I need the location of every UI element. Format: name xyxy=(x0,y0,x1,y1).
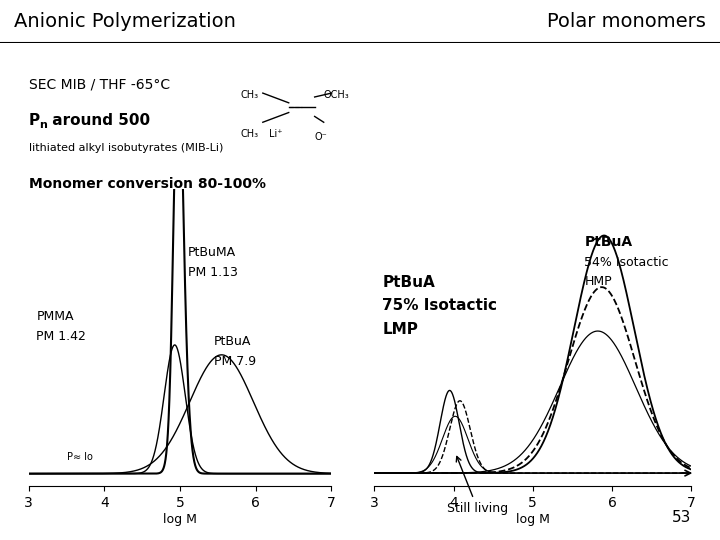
X-axis label: log M: log M xyxy=(163,512,197,525)
Text: Still living: Still living xyxy=(447,456,508,515)
Text: CH₃: CH₃ xyxy=(240,129,259,139)
Text: PMMA: PMMA xyxy=(37,310,74,323)
Text: LMP: LMP xyxy=(382,322,418,336)
Text: O⁻: O⁻ xyxy=(315,132,328,142)
Text: PM 1.42: PM 1.42 xyxy=(37,330,86,343)
Text: CH₃: CH₃ xyxy=(240,90,259,100)
Text: Polar monomers: Polar monomers xyxy=(546,12,706,31)
Text: OCH₃: OCH₃ xyxy=(324,90,349,100)
Text: MIB-Li: MIB-Li xyxy=(268,232,301,242)
Text: PM 7.9: PM 7.9 xyxy=(214,355,256,368)
Text: SEC MIB / THF -65°C: SEC MIB / THF -65°C xyxy=(29,78,170,92)
Text: PtBuA: PtBuA xyxy=(585,235,632,249)
Text: PtBuMA: PtBuMA xyxy=(187,246,235,259)
Text: Li⁺: Li⁺ xyxy=(269,129,283,139)
Text: Anionic Polymerization: Anionic Polymerization xyxy=(14,12,236,31)
Text: PtBuA: PtBuA xyxy=(382,275,435,290)
Text: HMP: HMP xyxy=(585,274,612,288)
X-axis label: log M: log M xyxy=(516,512,550,525)
Text: 53: 53 xyxy=(672,510,691,525)
Text: 54% Isotactic: 54% Isotactic xyxy=(585,256,669,269)
Text: PtBuA: PtBuA xyxy=(214,335,251,348)
Text: around 500: around 500 xyxy=(47,113,150,128)
Text: 75% Isotactic: 75% Isotactic xyxy=(382,299,498,313)
Text: PM 1.13: PM 1.13 xyxy=(187,266,238,279)
Text: Monomer conversion 80-100%: Monomer conversion 80-100% xyxy=(29,177,266,191)
Text: n: n xyxy=(40,120,48,130)
Text: P: P xyxy=(29,113,40,128)
Text: P≈ lo: P≈ lo xyxy=(66,452,92,462)
Text: lithiated alkyl isobutyrates (MIB-Li): lithiated alkyl isobutyrates (MIB-Li) xyxy=(29,143,223,153)
